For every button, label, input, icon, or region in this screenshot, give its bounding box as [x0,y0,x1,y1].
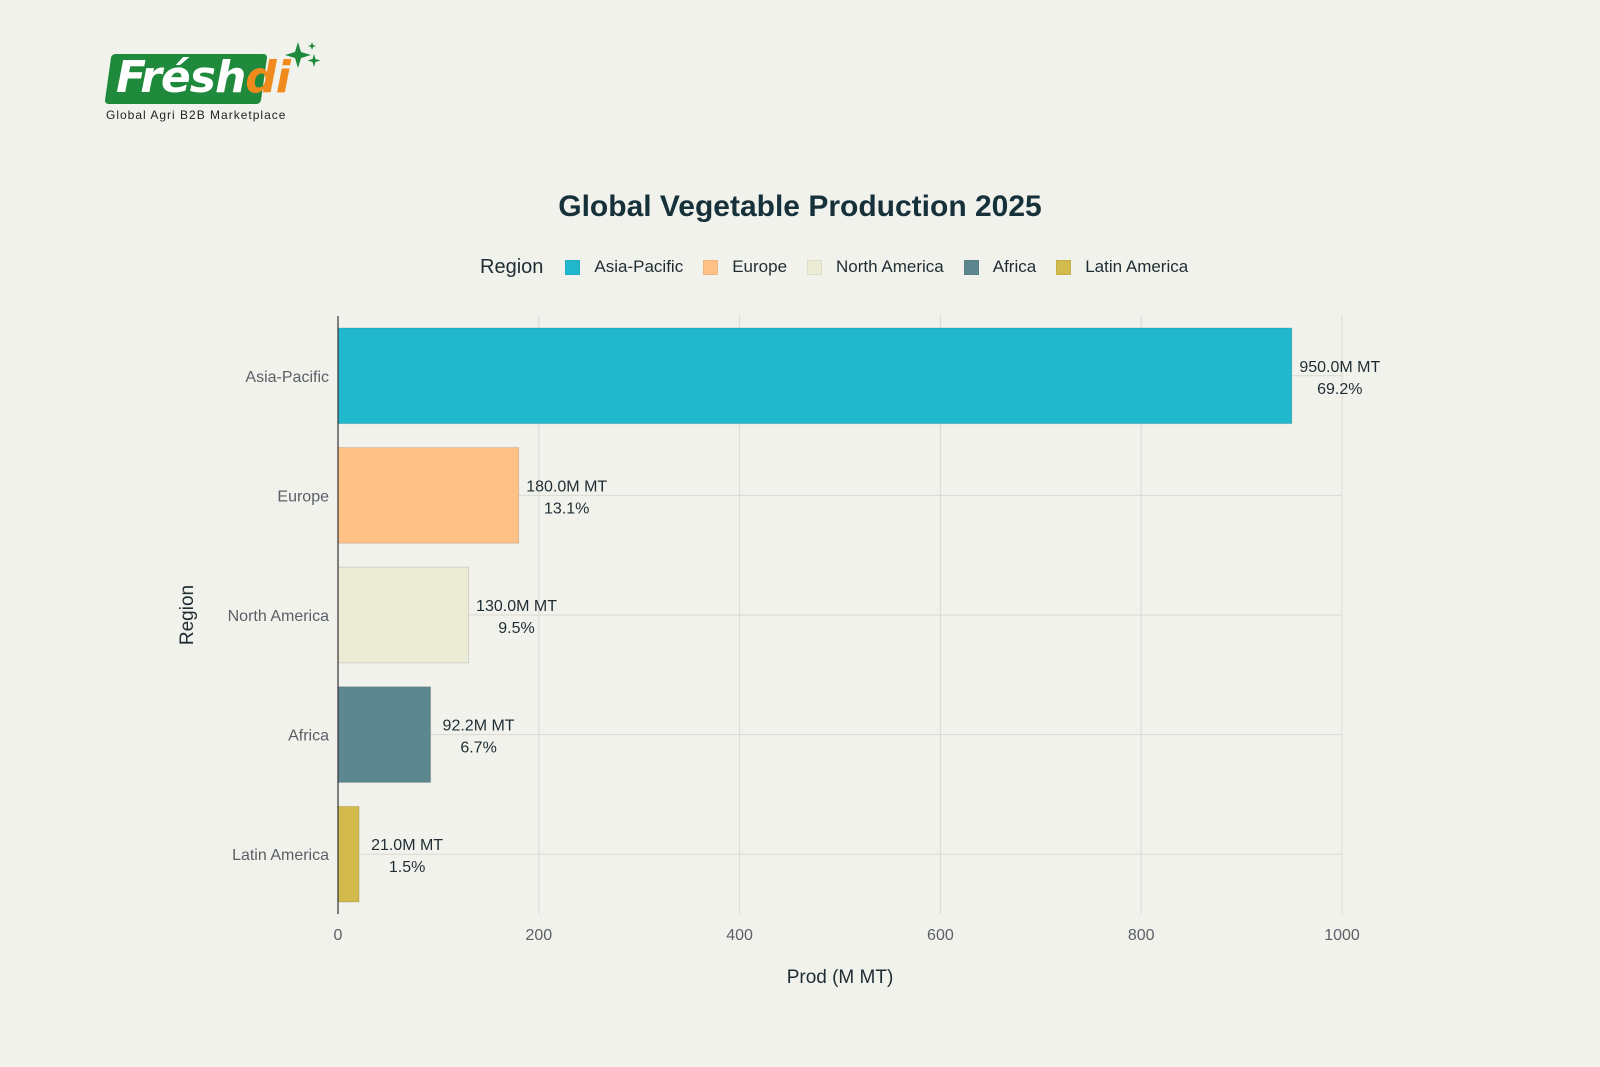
data-label: 21.0M MT 1.5% [371,837,443,876]
bar-africa [337,686,432,783]
legend-label: Europe [732,257,788,276]
legend-label: Asia-Pacific [594,257,684,276]
legend-label: North America [836,257,944,276]
x-tick-label: 0 [334,927,343,944]
x-tick-label: 400 [726,927,753,944]
legend-items: Asia-Pacific Europe North America Africa Lat… [565,257,1208,277]
legend-swatch [807,259,823,275]
legend-swatch [565,259,581,275]
x-tick-label: 200 [525,927,552,944]
legend-swatch [703,259,719,275]
data-label-share: 13.1% [544,500,589,517]
legend-label: Africa [992,257,1037,276]
y-tick-label: Europe [277,488,329,505]
data-label-share: 6.7% [460,740,496,757]
data-label: 92.2M MT 6.7% [443,718,515,757]
legend-item[interactable]: North America [807,257,944,277]
data-label-share: 1.5% [389,859,425,876]
bar-europe [337,447,520,544]
brand-logo: Fréshdi Global Agri B2B Marketplace [104,40,344,130]
data-label-value: 130.0M MT [476,598,557,615]
logo-text-main: Frésh [116,52,246,103]
bar-latin-america [337,805,360,903]
x-tick-label: 1000 [1324,927,1360,944]
y-tick-label: Asia-Pacific [245,369,329,386]
legend-swatch [963,259,979,275]
legend-title: Region [480,255,544,278]
data-label-share: 9.5% [498,620,534,637]
logo-wordmark: Fréshdi [116,50,291,106]
sparkle-icon [285,42,321,68]
data-label-value: 950.0M MT [1299,359,1380,376]
chart-title: Global Vegetable Production 2025 [558,190,1042,223]
chart-legend: Region Asia-Pacific Europe North America Af… [480,254,1208,280]
x-axis-title: Prod (M MT) [787,967,894,988]
legend-label: Latin America [1085,257,1189,276]
bar-north-america [337,566,470,664]
legend-item[interactable]: Asia-Pacific [565,257,683,277]
y-tick-label: North America [228,608,329,625]
legend-item[interactable]: Africa [963,257,1037,277]
y-axis-title: Region [177,585,198,645]
data-label: 180.0M MT 13.1% [526,478,607,517]
legend-item[interactable]: Latin America [1056,257,1188,277]
data-label: 130.0M MT 9.5% [476,598,557,637]
data-label: 950.0M MT 69.2% [1299,359,1380,398]
bar-asia-pacific [337,327,1293,425]
y-tick-label: Africa [288,728,329,745]
x-tick-label: 800 [1128,927,1155,944]
y-tick-label: Latin America [232,847,329,864]
data-label-value: 180.0M MT [526,478,607,495]
data-label-value: 92.2M MT [443,718,515,735]
logo-tagline: Global Agri B2B Marketplace [106,108,287,122]
legend-item[interactable]: Europe [703,257,787,277]
x-tick-label: 600 [927,927,954,944]
legend-swatch [1056,259,1072,275]
data-label-share: 69.2% [1317,381,1362,398]
data-label-value: 21.0M MT [371,837,443,854]
logo-text-accent: di [245,52,291,103]
